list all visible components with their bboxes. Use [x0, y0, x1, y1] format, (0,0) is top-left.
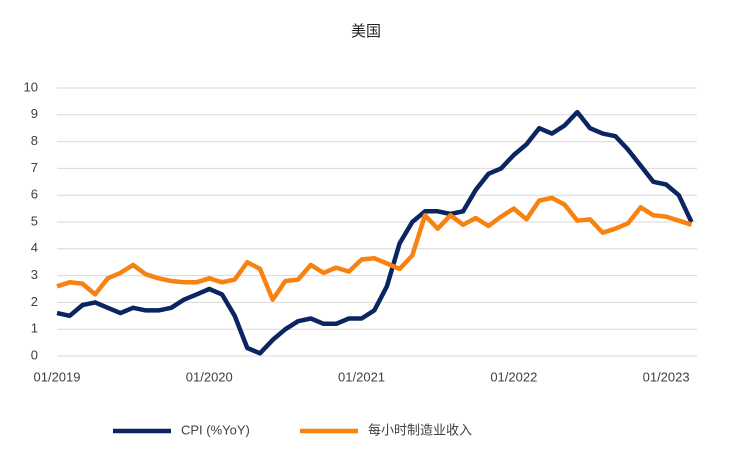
y-tick-label: 10	[24, 79, 38, 94]
chart-title: 美国	[351, 23, 381, 40]
y-tick-label: 2	[31, 294, 38, 309]
y-tick-label: 8	[31, 133, 38, 148]
legend-label: 每小时制造业收入	[368, 422, 472, 437]
y-tick-label: 0	[31, 347, 38, 362]
x-tick-label: 01/2023	[643, 369, 690, 384]
x-tick-label: 01/2021	[338, 369, 385, 384]
y-tick-label: 4	[31, 240, 38, 255]
y-tick-label: 1	[31, 321, 38, 336]
y-tick-label: 3	[31, 267, 38, 282]
x-tick-label: 01/2020	[186, 369, 233, 384]
series-line	[56, 109, 694, 356]
y-tick-label: 7	[31, 160, 38, 175]
y-tick-label: 9	[31, 106, 38, 121]
y-tick-label: 6	[31, 187, 38, 202]
series-line	[56, 195, 693, 302]
legend-label: CPI (%YoY)	[181, 422, 250, 437]
x-tick-label: 01/2019	[34, 369, 81, 384]
y-tick-label: 5	[31, 213, 38, 228]
x-tick-label: 01/2022	[490, 369, 537, 384]
